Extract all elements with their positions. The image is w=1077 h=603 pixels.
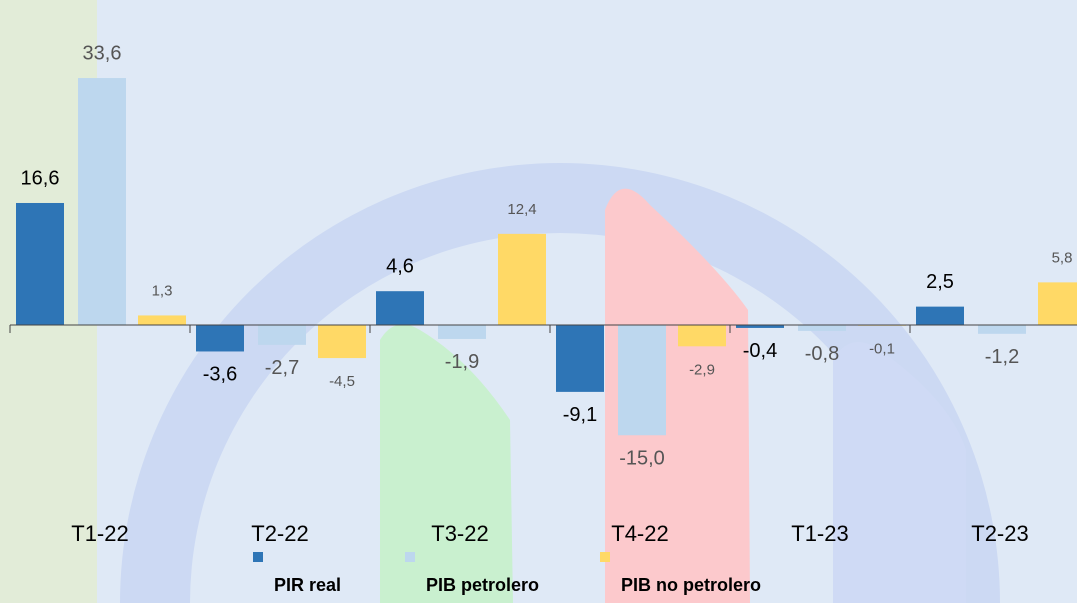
- bar: [16, 202, 64, 325]
- value-label: -2,9: [689, 361, 715, 378]
- bar: [916, 306, 964, 325]
- x-tick-label: T1-23: [791, 521, 848, 546]
- bar: [196, 325, 244, 352]
- value-label: 1,3: [152, 282, 173, 299]
- bar: [1038, 282, 1077, 325]
- legend-label: PIB no petrolero: [621, 575, 761, 595]
- value-label: -3,6: [203, 364, 237, 386]
- bar: [798, 325, 846, 331]
- decor-blue: [833, 342, 966, 603]
- legend-label: PIB petrolero: [426, 575, 539, 595]
- legend-label: PIR real: [274, 575, 341, 595]
- value-label: -0,1: [869, 341, 895, 358]
- value-label: -4,5: [329, 373, 355, 390]
- legend-swatch: [405, 552, 415, 562]
- value-label: -1,2: [985, 346, 1019, 368]
- value-label: -0,4: [743, 340, 777, 362]
- bar: [736, 325, 784, 328]
- bar: [618, 325, 666, 436]
- bar: [138, 315, 186, 325]
- value-label: 5,8: [1052, 249, 1073, 266]
- value-label: 4,6: [386, 255, 414, 277]
- value-label: -0,8: [805, 343, 839, 365]
- plot: 16,6 -3,6 4,6 -9,1 -0,4 2,5 33,6 -2,7 -1,9 -15,0 -…: [9, 42, 1077, 595]
- value-label: -15,0: [619, 448, 665, 470]
- legend-swatch: [253, 552, 263, 562]
- bar: [78, 78, 126, 325]
- value-label: 33,6: [83, 42, 122, 64]
- decor-arc: [120, 163, 1000, 603]
- value-label: 12,4: [507, 201, 536, 218]
- value-label: -9,1: [563, 404, 597, 426]
- bar: [678, 325, 726, 347]
- value-label: -1,9: [445, 351, 479, 373]
- legend-swatch: [600, 552, 610, 562]
- x-tick-label: T2-22: [251, 521, 308, 546]
- value-label: 16,6: [21, 167, 60, 189]
- bar: [318, 325, 366, 359]
- bar: [438, 325, 486, 339]
- bar: [258, 325, 306, 345]
- x-tick-label: T2-23: [971, 521, 1028, 546]
- bar: [376, 291, 424, 325]
- bar: [978, 325, 1026, 334]
- bar: [556, 325, 604, 392]
- value-label: -2,7: [265, 357, 299, 379]
- x-tick-label: T3-22: [431, 521, 488, 546]
- x-tick-label: T1-22: [71, 521, 128, 546]
- value-label: 2,5: [926, 271, 954, 293]
- bar: [498, 233, 546, 325]
- decor-pink: [605, 188, 750, 603]
- x-tick-label: T4-22: [611, 521, 668, 546]
- decor-green: [380, 324, 513, 603]
